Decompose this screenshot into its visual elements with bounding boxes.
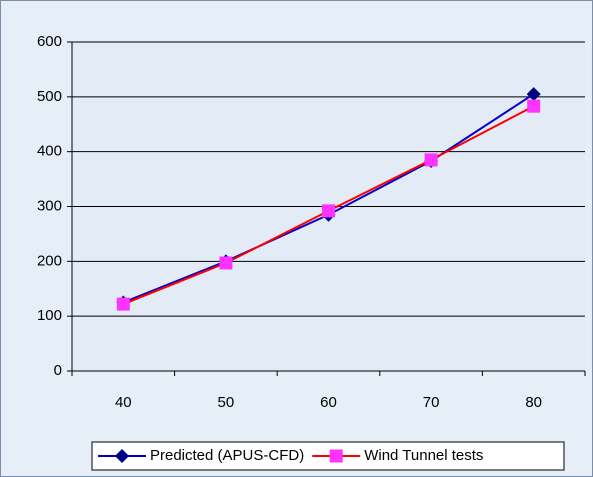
legend-label: Wind Tunnel tests xyxy=(364,447,483,464)
data-point xyxy=(219,256,233,270)
legend-label: Predicted (APUS-CFD) xyxy=(150,447,304,464)
y-tick-label: 200 xyxy=(37,252,62,269)
y-tick-label: 0 xyxy=(54,362,62,379)
x-tick-label: 70 xyxy=(423,394,440,411)
y-tick-label: 300 xyxy=(37,197,62,214)
y-tick-label: 600 xyxy=(37,33,62,50)
y-tick-label: 100 xyxy=(37,307,62,324)
x-tick-label: 40 xyxy=(115,394,132,411)
legend-marker xyxy=(329,449,343,463)
x-tick-label: 50 xyxy=(218,394,235,411)
data-point xyxy=(424,153,438,167)
x-tick-label: 60 xyxy=(320,394,337,411)
data-point xyxy=(116,297,130,311)
data-point xyxy=(322,204,335,218)
y-tick-label: 400 xyxy=(37,143,62,160)
data-point xyxy=(526,87,541,102)
legend-marker xyxy=(115,449,129,463)
y-tick-label: 500 xyxy=(37,88,62,105)
data-point xyxy=(527,99,541,113)
x-tick-label: 80 xyxy=(525,394,542,411)
